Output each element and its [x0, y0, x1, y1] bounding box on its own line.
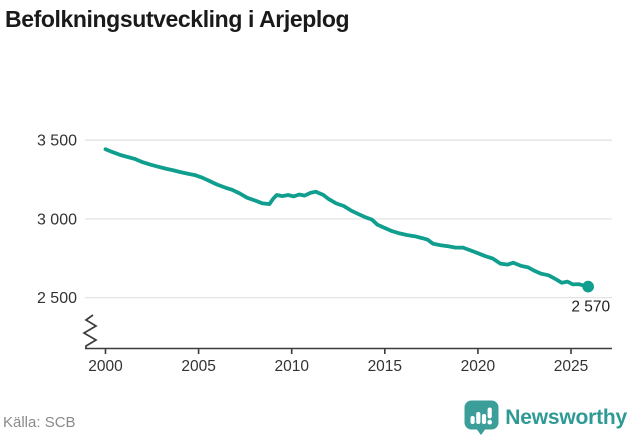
brand-name: Newsworthy: [505, 405, 627, 429]
source-credit: Källa: SCB: [3, 414, 76, 431]
y-axis-label-2500: 2 500: [37, 290, 77, 307]
y-axis-label-3000: 3 000: [37, 211, 77, 228]
x-axis-label-2015: 2015: [368, 358, 402, 375]
newsworthy-bar-chart-icon: [464, 400, 499, 435]
x-axis-label-2000: 2000: [88, 358, 123, 375]
y-axis-break-icon: [82, 314, 98, 349]
x-axis-label-2005: 2005: [181, 358, 215, 375]
latest-value-label: 2 570: [571, 299, 610, 316]
population-line: [103, 147, 591, 289]
latest-value-dot: [582, 280, 594, 293]
y-axis-label-3500: 3 500: [37, 133, 77, 150]
x-axis-label-2025: 2025: [554, 358, 588, 375]
page-title: Befolkningsutveckling i Arjeplog: [5, 6, 350, 32]
newsworthy-logo: Newsworthy: [463, 399, 627, 436]
x-axis-label-2010: 2010: [274, 358, 309, 375]
x-axis-label-2020: 2020: [461, 358, 496, 375]
